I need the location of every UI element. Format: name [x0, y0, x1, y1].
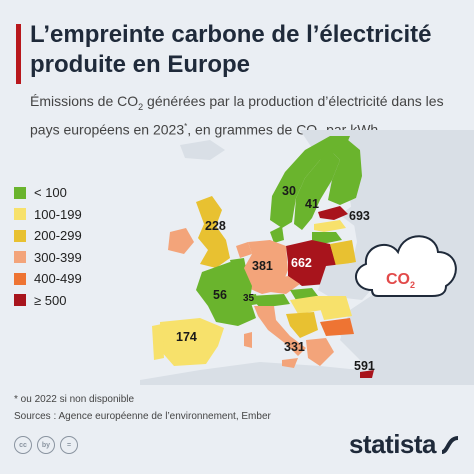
brand-name: statista [348, 429, 437, 459]
denmark-region [270, 226, 284, 243]
value-estonia: 693 [349, 209, 370, 223]
greece-region [306, 338, 334, 366]
netherlands-region [236, 242, 252, 258]
co2-cloud-icon: CO2 [355, 235, 457, 297]
switzerland-region [244, 294, 258, 306]
legend-swatch [14, 251, 26, 264]
legend-swatch [14, 208, 26, 221]
value-sweden: 41 [305, 197, 319, 211]
belarus-region [330, 240, 356, 266]
legend-item: 400-499 [14, 268, 82, 290]
sweden-region [294, 150, 340, 230]
cyprus-region [360, 370, 374, 378]
legend-item: 100-199 [14, 204, 82, 226]
lithuania-region [312, 232, 342, 244]
value-norway: 30 [282, 184, 296, 198]
value-cyprus: 591 [354, 359, 375, 373]
iceland-land [180, 140, 225, 160]
legend-item: ≥ 500 [14, 290, 82, 312]
spain-region [160, 318, 224, 366]
license-icons: cc by = [14, 436, 78, 454]
value-spain: 174 [176, 330, 197, 344]
statista-wave-icon [441, 435, 459, 454]
italy-region [254, 306, 306, 356]
co2-cloud-label: CO2 [386, 271, 415, 290]
attribution-icon[interactable]: by [37, 436, 55, 454]
notes: * ou 2022 si non disponible Sources : Ag… [14, 391, 271, 425]
legend-label: ≥ 500 [34, 292, 67, 308]
value-germany: 381 [252, 259, 273, 273]
legend-label: < 100 [34, 185, 67, 201]
footnote: * ou 2022 si non disponible [14, 394, 135, 405]
value-italy: 331 [284, 340, 305, 354]
legend-swatch [14, 186, 26, 199]
legend-swatch [14, 294, 26, 307]
sardinia-region [244, 332, 252, 348]
statista-logo[interactable]: statista [349, 429, 460, 460]
legend-swatch [14, 272, 26, 285]
hungary-region [290, 296, 322, 314]
legend-label: 100-199 [34, 206, 82, 222]
czech-region [268, 276, 300, 294]
united-kingdom-region [196, 196, 230, 268]
page-subtitle: Émissions de CO2 générées par la product… [30, 93, 444, 140]
finland-region [328, 140, 362, 205]
page-title: L’empreinte carbone de l’électricité pro… [30, 21, 432, 78]
austria-region [250, 294, 290, 308]
sources: Sources : Agence européenne de l’environ… [14, 411, 271, 422]
sicily-region [282, 358, 298, 368]
norway-region [270, 136, 350, 228]
latvia-region [314, 220, 346, 232]
turkey-land [340, 325, 460, 362]
romania-region [316, 296, 352, 320]
value-poland: 662 [291, 256, 312, 270]
balkans-region [286, 312, 318, 338]
value-switzerland: 35 [243, 293, 255, 304]
title-accent-bar [16, 24, 21, 84]
europe-map: CO2 30 41 693 228 381 662 56 35 174 331 … [140, 130, 474, 385]
no-derivatives-icon[interactable]: = [60, 436, 78, 454]
france-region [196, 262, 256, 326]
legend-label: 400-499 [34, 271, 82, 287]
legend-label: 200-299 [34, 228, 82, 244]
ireland-region [168, 228, 194, 254]
value-france: 56 [213, 288, 227, 302]
legend: < 100 100-199 200-299 300-399 400-499 ≥ … [14, 182, 82, 311]
value-united-kingdom: 228 [205, 219, 226, 233]
creative-commons-icon[interactable]: cc [14, 436, 32, 454]
legend-item: 300-399 [14, 247, 82, 269]
bulgaria-region [320, 318, 354, 336]
africa-land [140, 362, 420, 385]
legend-label: 300-399 [34, 249, 82, 265]
portugal-region [152, 324, 164, 360]
estonia-region [318, 206, 348, 220]
legend-item: < 100 [14, 182, 82, 204]
legend-swatch [14, 229, 26, 242]
legend-item: 200-299 [14, 225, 82, 247]
